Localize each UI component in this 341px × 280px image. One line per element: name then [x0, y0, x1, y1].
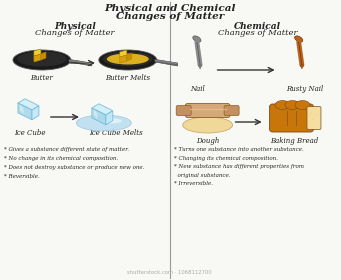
- Text: Nail: Nail: [190, 85, 205, 93]
- Text: * Irreversible.: * Irreversible.: [174, 181, 213, 186]
- Polygon shape: [106, 111, 113, 125]
- Polygon shape: [127, 53, 132, 61]
- Ellipse shape: [103, 52, 153, 67]
- Polygon shape: [20, 104, 24, 114]
- Text: Chemical: Chemical: [234, 22, 281, 31]
- Text: shutterstock.com · 1068112700: shutterstock.com · 1068112700: [127, 270, 212, 275]
- Ellipse shape: [193, 36, 201, 42]
- FancyBboxPatch shape: [185, 104, 230, 118]
- FancyBboxPatch shape: [269, 104, 313, 132]
- Text: Baking Bread: Baking Bread: [270, 137, 318, 145]
- Polygon shape: [92, 108, 106, 125]
- Ellipse shape: [107, 53, 149, 64]
- Polygon shape: [120, 55, 127, 63]
- Polygon shape: [18, 103, 32, 120]
- Text: Butter Melts: Butter Melts: [105, 74, 150, 82]
- Ellipse shape: [309, 114, 310, 116]
- Text: * Gives a substance different state of matter.: * Gives a substance different state of m…: [4, 147, 129, 152]
- Text: * Turns one substance into another substance.: * Turns one substance into another subst…: [174, 147, 303, 152]
- Ellipse shape: [295, 101, 310, 109]
- Polygon shape: [300, 65, 303, 69]
- Ellipse shape: [295, 36, 303, 42]
- Polygon shape: [198, 65, 202, 69]
- Ellipse shape: [17, 52, 67, 67]
- Text: original substance.: original substance.: [174, 172, 230, 178]
- Text: Ice Cube: Ice Cube: [14, 129, 46, 137]
- FancyBboxPatch shape: [307, 106, 321, 130]
- Ellipse shape: [311, 111, 312, 113]
- Text: * Does not destroy substance or produce new one.: * Does not destroy substance or produce …: [4, 165, 144, 170]
- Text: Physical and Chemical: Physical and Chemical: [104, 4, 236, 13]
- Ellipse shape: [102, 118, 122, 123]
- Polygon shape: [92, 104, 113, 115]
- Text: Ice Cube Melts: Ice Cube Melts: [89, 129, 143, 137]
- Ellipse shape: [313, 118, 314, 120]
- FancyBboxPatch shape: [176, 106, 191, 116]
- Ellipse shape: [13, 50, 71, 70]
- Text: Physical: Physical: [54, 22, 96, 31]
- Polygon shape: [155, 59, 178, 66]
- Polygon shape: [18, 99, 39, 110]
- Text: Changes of Matter: Changes of Matter: [116, 12, 224, 21]
- Text: Dough: Dough: [196, 137, 219, 145]
- Text: Rusty Nail: Rusty Nail: [286, 85, 323, 93]
- Ellipse shape: [99, 50, 157, 70]
- Polygon shape: [69, 59, 92, 66]
- Ellipse shape: [275, 101, 290, 109]
- Ellipse shape: [315, 114, 316, 116]
- Polygon shape: [41, 52, 46, 60]
- Ellipse shape: [183, 117, 233, 133]
- Polygon shape: [120, 50, 127, 57]
- Polygon shape: [34, 49, 41, 56]
- Polygon shape: [94, 109, 98, 119]
- Polygon shape: [32, 106, 39, 120]
- Text: * No change in its chemical composition.: * No change in its chemical composition.: [4, 156, 118, 161]
- Text: * Reversible.: * Reversible.: [4, 174, 40, 179]
- Text: Changes of Matter: Changes of Matter: [35, 29, 115, 37]
- Polygon shape: [34, 54, 41, 62]
- Text: * Changing its chemical composition.: * Changing its chemical composition.: [174, 155, 278, 160]
- Text: Changes of Matter: Changes of Matter: [218, 29, 297, 37]
- Text: * New substance has different properties from: * New substance has different properties…: [174, 164, 304, 169]
- FancyBboxPatch shape: [224, 106, 239, 116]
- Ellipse shape: [76, 115, 131, 131]
- Ellipse shape: [285, 101, 300, 109]
- Text: Butter: Butter: [30, 74, 54, 82]
